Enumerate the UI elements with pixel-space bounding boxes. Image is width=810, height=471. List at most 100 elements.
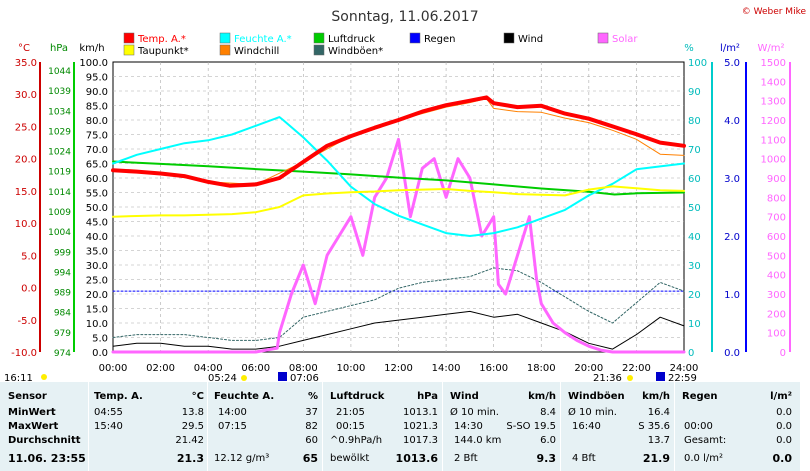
temp-tick-5: 10.0	[15, 219, 37, 230]
legend-label-7: Wind	[518, 34, 543, 45]
wind-bft: 2 Bft	[454, 453, 478, 464]
press-tick-4: 1024	[48, 148, 71, 158]
maxwert-label: MaxWert	[8, 421, 59, 432]
current-timestamp: 11.06. 23:55	[8, 452, 86, 465]
series-line-temp-6	[112, 185, 685, 218]
gust-avg-10min: 16.4	[647, 407, 670, 418]
temp-tick-9: -10.0	[11, 348, 37, 359]
wind-tick-0: 100.0	[79, 58, 108, 69]
unit-temp: °C	[18, 43, 30, 54]
moonset-time: 22:59	[668, 373, 697, 382]
temp-tick-8: -5.0	[17, 316, 37, 327]
solar-tick-2: 1300	[761, 97, 786, 108]
press-tick-1: 1039	[48, 87, 71, 97]
legend-swatch-5	[313, 44, 325, 56]
time-tick-5: 10:00	[337, 363, 366, 374]
hum-min-time: 14:00	[218, 407, 247, 418]
unit-solar: W/m²	[757, 43, 784, 54]
hum-tick-6: 40	[688, 232, 701, 243]
minwert-label: MinWert	[8, 407, 56, 418]
time-tick-0: 00:00	[99, 363, 128, 374]
wind-tick-20: 0.0	[92, 348, 108, 359]
sunrise-time: 05:24	[208, 373, 237, 382]
hum-tick-10: 0	[688, 348, 694, 359]
hum-tick-8: 20	[688, 290, 701, 301]
wind-tick-8: 60.0	[86, 174, 108, 185]
press-min-time: 21:05	[336, 407, 365, 418]
time-tick-3: 06:00	[241, 363, 270, 374]
wind-tick-14: 30.0	[86, 261, 108, 272]
temp-tick-4: 15.0	[15, 187, 37, 198]
unit-hum: %	[684, 43, 694, 54]
wind-tick-6: 70.0	[86, 145, 108, 156]
time-tick-7: 14:00	[432, 363, 461, 374]
legend-label-4: Luftdruck	[328, 34, 375, 45]
rain-rate: 0.0 l/m²	[684, 453, 723, 464]
wind-tick-16: 20.0	[86, 290, 108, 301]
wind-avg-value: 6.0	[540, 435, 556, 446]
legend-swatch-6	[409, 32, 421, 44]
temp-column: Temp. A. °C 04:55 13.8 15:40 29.5 21.42 21.…	[90, 382, 206, 471]
series-line-solar-3	[111, 137, 686, 354]
wind-avg-label: Ø 10 min.	[450, 407, 499, 418]
sensor-column: Sensor MinWert MaxWert Durchschnitt 11.0…	[0, 382, 88, 471]
legend-label-2: Feuchte A.*	[234, 34, 292, 45]
hum-current-value: 65	[302, 452, 318, 465]
temp-unit: °C	[191, 391, 204, 402]
press-min-value: 1013.1	[403, 407, 438, 418]
time-tick-4: 08:00	[289, 363, 318, 374]
press-tick-10: 994	[54, 268, 71, 278]
rain-tick-0: 5.0	[724, 58, 740, 69]
solar-tick-14: 100	[767, 329, 786, 340]
wind-tick-12: 40.0	[86, 232, 108, 243]
rain-current-value: 0.0	[772, 452, 793, 465]
rain-tick-3: 2.0	[724, 232, 740, 243]
hum-max-time: 07:15	[218, 421, 247, 432]
temp-max-time: 15:40	[94, 421, 123, 432]
unit-rain: l/m²	[720, 43, 740, 54]
solar-tick-9: 600	[767, 232, 786, 243]
wind-tick-5: 75.0	[86, 131, 108, 142]
wind-title: Wind	[450, 391, 479, 402]
sunset-time: 21:36	[593, 373, 622, 382]
time-tick-2: 04:00	[194, 363, 223, 374]
press-tick-11: 989	[54, 289, 71, 299]
wind-tick-15: 25.0	[86, 276, 108, 287]
copyright-text: © Weber Mike	[742, 7, 807, 17]
wind-tick-7: 65.0	[86, 160, 108, 171]
temp-tick-2: 25.0	[15, 122, 37, 133]
left-sun-icon	[41, 374, 47, 380]
solar-tick-5: 1000	[761, 155, 786, 166]
hum-tick-9: 10	[688, 319, 701, 330]
solar-tick-3: 1200	[761, 116, 786, 127]
wind-tick-18: 10.0	[86, 319, 108, 330]
wind-run: 144.0 km	[454, 435, 502, 446]
solar-tick-11: 400	[767, 271, 786, 282]
press-tick-8: 1004	[48, 228, 71, 238]
wind-tick-9: 55.0	[86, 189, 108, 200]
hum-min-value: 37	[305, 407, 318, 418]
rain-tick-5: 0.0	[724, 348, 740, 359]
pressure-column: Luftdruck hPa 21:05 1013.1 00:15 1021.3 ^0.…	[326, 382, 440, 471]
press-tick-7: 1009	[48, 208, 71, 218]
legend-swatch-0	[123, 32, 135, 44]
chart-title: Sonntag, 11.06.2017	[331, 9, 478, 25]
legend-label-3: Windchill	[234, 46, 279, 57]
hum-tick-1: 90	[688, 87, 701, 98]
time-tick-6: 12:00	[384, 363, 413, 374]
rain-title: Regen	[682, 391, 718, 402]
temp-min-value: 13.8	[181, 407, 204, 418]
sunset-icon	[627, 375, 633, 381]
press-tick-13: 979	[54, 329, 71, 339]
gust-bft: 4 Bft	[572, 453, 596, 464]
wind-tick-3: 85.0	[86, 102, 108, 113]
stats-table: Sensor MinWert MaxWert Durchschnitt 11.0…	[0, 382, 800, 471]
hum-tick-0: 100	[688, 58, 707, 69]
rain-total-label: Gesamt:	[684, 435, 727, 446]
weather-chart: Sonntag, 11.06.2017 © Weber Mike Temp. A.*…	[4, 7, 807, 382]
time-tick-11: 22:00	[622, 363, 651, 374]
temp-tick-7: 0.0	[21, 284, 37, 295]
moonset-icon	[656, 372, 665, 381]
rain-tick-2: 3.0	[724, 174, 740, 185]
press-tick-9: 999	[54, 248, 71, 258]
